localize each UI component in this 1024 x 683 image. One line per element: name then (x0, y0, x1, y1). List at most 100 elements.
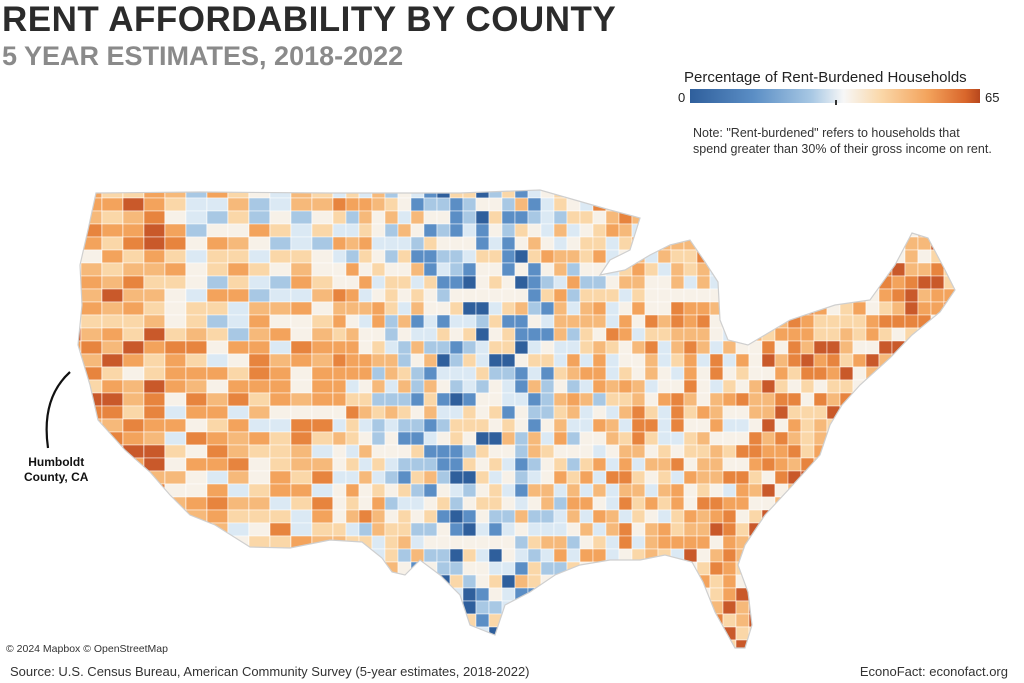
county-cell[interactable] (670, 314, 685, 329)
county-cell[interactable] (101, 496, 124, 511)
county-cell[interactable] (164, 185, 187, 199)
county-cell[interactable] (592, 314, 607, 329)
county-cell[interactable] (345, 340, 360, 355)
county-cell[interactable] (540, 262, 555, 277)
county-cell[interactable] (930, 431, 945, 446)
county-cell[interactable] (670, 470, 685, 485)
county-cell[interactable] (475, 236, 490, 251)
county-cell[interactable] (592, 509, 607, 524)
county-cell[interactable] (722, 392, 737, 407)
county-cell[interactable] (592, 288, 607, 303)
county-cell[interactable] (579, 262, 594, 277)
county-cell[interactable] (839, 314, 854, 329)
county-cell[interactable] (423, 548, 438, 563)
county-cell[interactable] (185, 314, 208, 329)
county-cell[interactable] (579, 600, 594, 615)
county-cell[interactable] (290, 522, 313, 537)
county-cell[interactable] (618, 197, 633, 212)
county-cell[interactable] (566, 392, 581, 407)
county-cell[interactable] (657, 301, 672, 316)
county-cell[interactable] (774, 288, 789, 303)
county-cell[interactable] (891, 353, 906, 368)
county-cell[interactable] (957, 445, 970, 458)
county-cell[interactable] (865, 185, 880, 199)
county-cell[interactable] (631, 483, 646, 498)
county-cell[interactable] (60, 288, 82, 303)
county-cell[interactable] (904, 483, 919, 498)
county-cell[interactable] (143, 301, 166, 316)
county-cell[interactable] (185, 587, 208, 602)
county-cell[interactable] (358, 301, 373, 316)
county-cell[interactable] (826, 353, 841, 368)
county-cell[interactable] (891, 470, 906, 485)
county-cell[interactable] (227, 444, 250, 459)
county-cell[interactable] (644, 275, 659, 290)
county-cell[interactable] (311, 613, 334, 628)
county-cell[interactable] (397, 405, 412, 420)
county-cell[interactable] (345, 314, 360, 329)
county-cell[interactable] (60, 509, 82, 524)
county-cell[interactable] (696, 340, 711, 355)
county-cell[interactable] (917, 431, 932, 446)
county-cell[interactable] (410, 470, 425, 485)
county-cell[interactable] (696, 574, 711, 589)
county-cell[interactable] (605, 288, 620, 303)
county-cell[interactable] (527, 236, 542, 251)
county-cell[interactable] (670, 288, 685, 303)
county-cell[interactable] (735, 197, 750, 212)
county-cell[interactable] (501, 236, 516, 251)
county-cell[interactable] (865, 327, 880, 342)
county-cell[interactable] (514, 431, 529, 446)
county-cell[interactable] (80, 405, 103, 420)
county-cell[interactable] (371, 236, 386, 251)
county-cell[interactable] (657, 522, 672, 537)
county-cell[interactable] (540, 327, 555, 342)
county-cell[interactable] (904, 275, 919, 290)
county-cell[interactable] (748, 470, 763, 485)
county-cell[interactable] (80, 626, 103, 641)
county-cell[interactable] (449, 561, 464, 576)
county-cell[interactable] (917, 418, 932, 433)
county-cell[interactable] (384, 275, 399, 290)
county-cell[interactable] (527, 185, 542, 199)
county-cell[interactable] (826, 223, 841, 238)
county-cell[interactable] (248, 392, 271, 407)
county-cell[interactable] (80, 483, 103, 498)
county-cell[interactable] (449, 418, 464, 433)
county-cell[interactable] (410, 444, 425, 459)
county-cell[interactable] (248, 496, 271, 511)
county-cell[interactable] (436, 197, 451, 212)
county-cell[interactable] (436, 561, 451, 576)
county-cell[interactable] (917, 509, 932, 524)
county-cell[interactable] (839, 262, 854, 277)
county-cell[interactable] (787, 379, 802, 394)
county-cell[interactable] (371, 431, 386, 446)
county-cell[interactable] (618, 392, 633, 407)
county-cell[interactable] (540, 444, 555, 459)
county-cell[interactable] (462, 522, 477, 537)
county-cell[interactable] (423, 535, 438, 550)
county-cell[interactable] (164, 340, 187, 355)
county-cell[interactable] (371, 600, 386, 615)
county-cell[interactable] (449, 574, 464, 589)
county-cell[interactable] (748, 210, 763, 225)
county-cell[interactable] (748, 249, 763, 264)
county-cell[interactable] (358, 288, 373, 303)
county-cell[interactable] (891, 522, 906, 537)
county-cell[interactable] (930, 600, 945, 615)
county-cell[interactable] (592, 431, 607, 446)
county-cell[interactable] (540, 587, 555, 602)
county-cell[interactable] (164, 210, 187, 225)
county-cell[interactable] (839, 444, 854, 459)
county-cell[interactable] (800, 496, 815, 511)
county-cell[interactable] (787, 431, 802, 446)
county-cell[interactable] (839, 223, 854, 238)
county-cell[interactable] (462, 210, 477, 225)
county-cell[interactable] (527, 418, 542, 433)
county-cell[interactable] (852, 444, 867, 459)
county-cell[interactable] (852, 470, 867, 485)
county-cell[interactable] (605, 431, 620, 446)
county-cell[interactable] (761, 288, 776, 303)
county-cell[interactable] (839, 197, 854, 212)
county-cell[interactable] (774, 353, 789, 368)
